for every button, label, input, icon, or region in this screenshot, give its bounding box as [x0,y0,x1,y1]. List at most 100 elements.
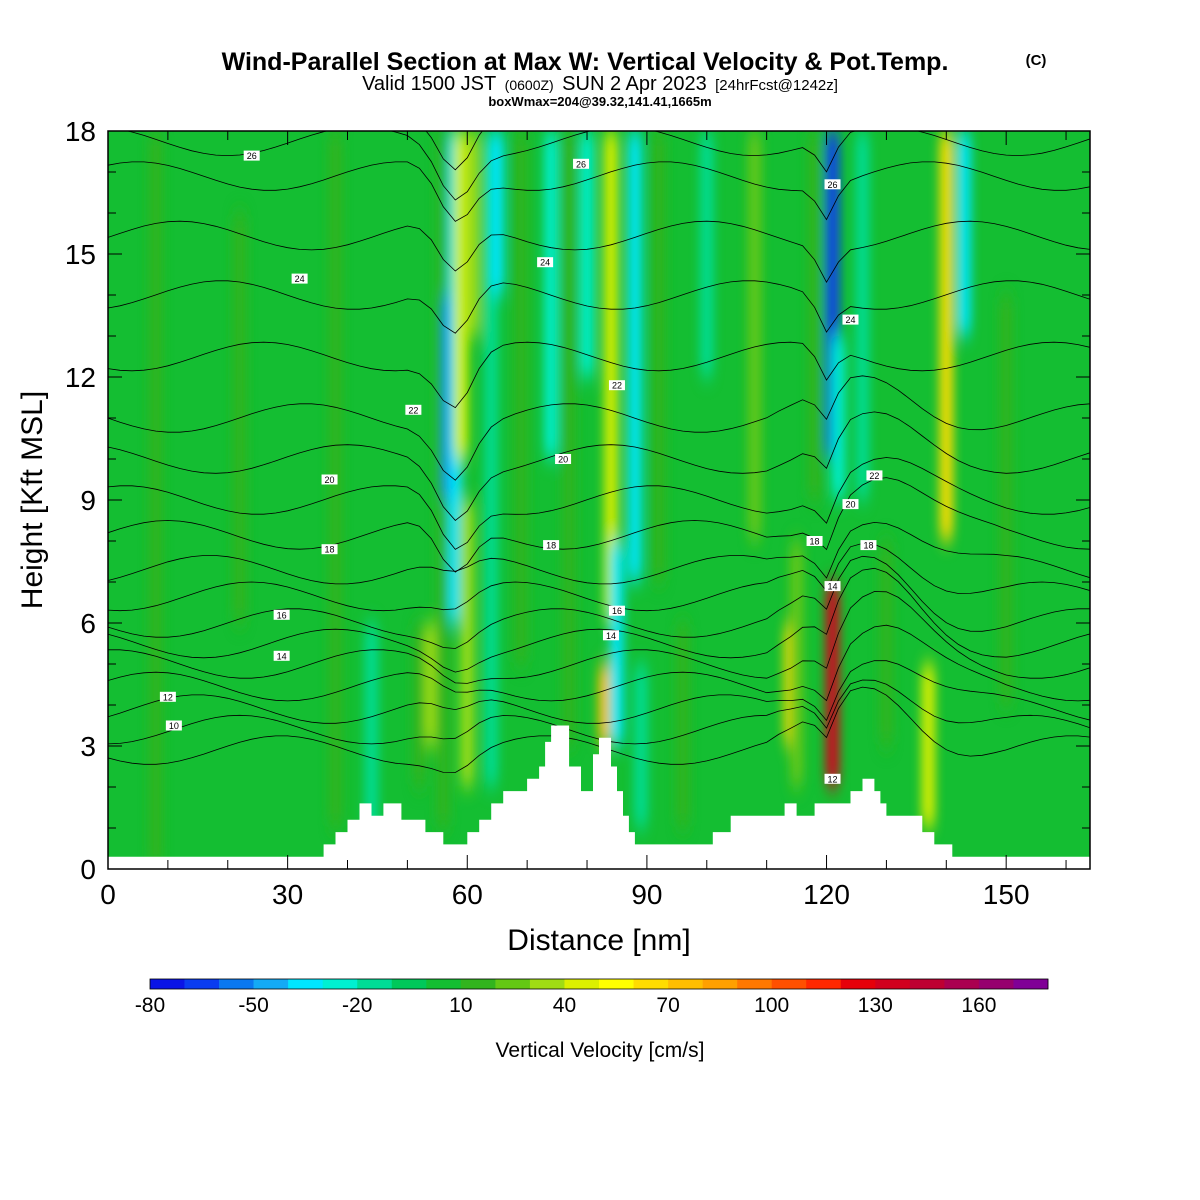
theta-contour-label-text: 16 [612,606,622,616]
velocity-band [609,541,625,746]
theta-contour-label-box [321,544,338,555]
theta-contour-label: 22 [866,470,883,481]
colorbar-swatch [184,979,220,989]
theta-contour-label-text: 20 [558,455,568,465]
theta-contour-label: 26 [243,150,260,161]
colorbar-swatch [875,979,911,989]
velocity-band [699,131,714,377]
theta-contour-label: 18 [806,536,823,547]
velocity-band [957,131,972,336]
theta-contour-line [108,567,1090,673]
velocity-band [939,131,954,541]
theta-contour-line [125,131,1090,201]
colorbar-swatch [944,979,980,989]
velocity-band [747,131,762,541]
theta-contour-line [108,521,1090,585]
theta-contour-label-text: 26 [247,151,257,161]
colorbar-swatch [771,979,807,989]
theta-contour-label-text: 18 [325,545,335,555]
theta-contour-label-box [608,380,625,391]
theta-contour-label: 10 [165,720,182,731]
theta-contour-label: 14 [273,650,290,661]
theta-contour-label: 20 [555,454,572,465]
theta-contour-label: 14 [602,630,619,641]
theta-contour-label-box [273,650,290,661]
x-tick-label: 90 [631,879,662,910]
colorbar-swatch [909,979,945,989]
theta-contour-line [108,220,1090,284]
theta-contour-label-box [842,314,859,325]
theta-contour-label-box [573,158,590,169]
theta-contour-label-text: 20 [845,500,855,510]
theta-contour-label-box [824,773,841,784]
theta-contour-label-box [291,273,308,284]
velocity-band [675,623,691,828]
plot-area [108,131,1090,869]
theta-contour-label-text: 24 [845,315,855,325]
theta-contour-label-text: 26 [576,159,586,169]
theta-contour-label: 12 [159,691,176,702]
colorbar-swatch [806,979,842,989]
theta-contour-line [108,555,1090,649]
theta-contour-label: 26 [573,158,590,169]
theta-contour-label: 24 [537,257,554,268]
theta-contour-line [108,660,1090,724]
colorbar-swatch [633,979,669,989]
theta-contour-label-text: 12 [828,774,838,784]
theta-contour-label-box [555,454,572,464]
colorbar-tick-label: 160 [961,994,996,1017]
velocity-band [627,131,643,582]
velocity-band [633,664,649,828]
velocity-band [597,664,613,746]
theta-contour-label-text: 18 [863,541,873,551]
theta-contour-label-box [860,540,877,551]
velocity-band [412,623,427,787]
theta-contour-label: 22 [608,380,625,391]
theta-contour-label-box [866,470,883,481]
theta-contour-line [108,477,1090,573]
velocity-band [454,131,469,459]
theta-contours [108,131,1090,773]
colorbar-swatch [599,979,634,989]
colorbar-swatch [150,979,185,989]
theta-contour-label-text: 14 [828,582,838,592]
theta-contour-label-text: 22 [408,405,418,415]
colorbar-frame [149,978,1049,990]
velocity-band [807,131,822,500]
x-tick-label: 30 [272,879,303,910]
theta-contour-label-box [405,404,422,415]
colorbar-swatch [978,979,1014,989]
colorbar-swatch [391,979,427,989]
colorbar-tick-label: -50 [238,994,268,1017]
theta-contour-label: 20 [321,474,338,485]
theta-contour-label: 16 [273,609,290,620]
theta-contour-line [108,411,1090,521]
colorbar-swatch [322,979,358,989]
forecast-tag: [24hrFcst@1242z] [715,77,838,94]
valid-prefix: Valid 1500 JST [362,73,496,95]
colorbar-swatch [1013,979,1049,989]
velocity-band [603,131,619,623]
velocity-band [148,131,164,869]
velocity-band [789,541,804,787]
colorbar-tick-label: 10 [449,994,472,1017]
x-tick-label: 0 [100,879,116,910]
velocity-band [424,623,439,746]
colorbar-tick-label: 130 [858,994,893,1017]
theta-contour-label-box [543,540,560,551]
colorbar-tick-label: 70 [656,994,679,1017]
theta-contour-label-text: 12 [163,692,173,702]
y-tick-label: 3 [80,731,96,762]
colorbar-swatch [737,979,772,989]
theta-contour-label: 18 [321,544,338,555]
theta-contour-label: 24 [842,314,859,325]
y-tick-label: 18 [65,116,96,147]
valid-utc: (0600Z) [505,77,554,93]
theta-contour-label: 26 [824,179,841,190]
colorbar-swatch [702,979,738,989]
colorbar-swatch [668,979,703,989]
colorbar-swatch [840,979,876,989]
chart-title: Wind-Parallel Section at Max W: Vertical… [222,48,949,76]
theta-contour-label-box [842,499,859,510]
colorbar: -80 -50 -20 10 40 70 100 130 160 [135,978,1049,1017]
